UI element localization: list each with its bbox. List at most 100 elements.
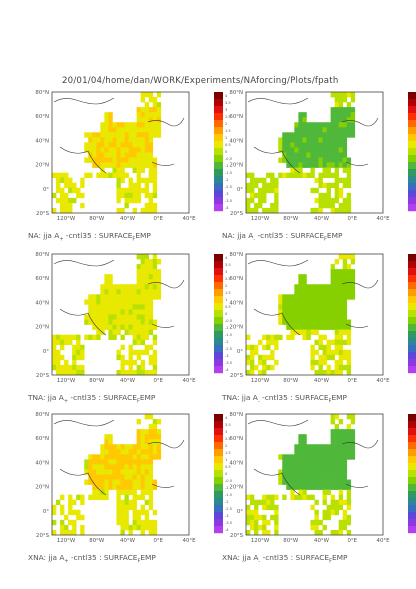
map-frame (245, 253, 384, 376)
colorbar-swatch (214, 526, 223, 534)
colorbar-swatch (408, 289, 416, 297)
anomaly-cell (338, 319, 344, 325)
anomaly-cell (282, 319, 287, 325)
anomaly-cell (128, 449, 133, 455)
anomaly-cell (334, 339, 339, 346)
lat-tick-label: 20°N (229, 163, 243, 169)
anomaly-cell (132, 339, 137, 346)
colorbar-label: -1 (225, 326, 229, 330)
anomaly-cell (56, 499, 61, 506)
anomaly-cell (148, 202, 154, 209)
anomaly-cell (120, 284, 125, 290)
anomaly-cell (310, 519, 315, 526)
anomaly-cell (120, 177, 125, 184)
anomaly-cell (152, 127, 158, 133)
anomaly-cell (80, 354, 85, 361)
anomaly-cell (124, 309, 129, 315)
anomaly-cell (350, 117, 356, 123)
anomaly-cell (338, 147, 344, 153)
caption-component: + (59, 236, 64, 243)
anomaly-cell (60, 529, 65, 536)
anomaly-cell (294, 494, 299, 501)
anomaly-cell (112, 444, 117, 450)
anomaly-cell (84, 464, 89, 470)
anomaly-cell (148, 449, 154, 455)
anomaly-cell (258, 514, 263, 521)
anomaly-cell (56, 359, 61, 366)
colorbar-swatch (408, 106, 416, 114)
anomaly-cell (152, 354, 158, 361)
anomaly-cell (156, 419, 162, 425)
anomaly-cell (120, 364, 125, 371)
anomaly-cell (306, 469, 311, 475)
anomaly-cell (72, 529, 77, 536)
colorbar-swatch (214, 141, 223, 149)
anomaly-cell (60, 504, 65, 511)
anomaly-cell (298, 474, 303, 480)
anomaly-cell (338, 192, 344, 199)
anomaly-cell (156, 102, 162, 108)
anomaly-cell (104, 172, 109, 179)
anomaly-cell (144, 279, 150, 285)
anomaly-cell (338, 279, 344, 285)
anomaly-cell (104, 304, 109, 310)
anomaly-cell (100, 299, 105, 305)
anomaly-cell (52, 504, 57, 511)
anomaly-cell (56, 369, 61, 376)
anomaly-cell (92, 142, 97, 148)
anomaly-cell (302, 469, 307, 475)
anomaly-cell (334, 102, 339, 108)
anomaly-cell (270, 334, 275, 341)
anomaly-cells (246, 92, 356, 214)
anomaly-cell (318, 162, 323, 168)
anomaly-cell (132, 309, 137, 315)
panel-caption: XNA: jja A+ -cntl35 : SURFACEFEMP (28, 553, 156, 564)
anomaly-cell (140, 289, 145, 295)
anomaly-cell (306, 172, 311, 179)
anomaly-cell (92, 162, 97, 168)
anomaly-cell (322, 167, 327, 173)
anomaly-cell (152, 254, 158, 260)
anomaly-cell (322, 474, 327, 480)
anomaly-cell (120, 479, 125, 485)
anomaly-cell (314, 132, 319, 138)
anomaly-cell (282, 469, 287, 475)
anomaly-cell (318, 122, 323, 128)
anomaly-cell (310, 454, 315, 460)
anomaly-cell (350, 269, 356, 275)
colorbar-swatch (408, 456, 416, 464)
anomaly-cell (338, 117, 344, 123)
anomaly-cell (136, 147, 141, 153)
anomaly-cell (298, 294, 303, 300)
anomaly-cell (104, 489, 109, 495)
anomaly-cell (314, 314, 319, 320)
anomaly-cell (290, 147, 295, 153)
anomaly-cell (136, 274, 141, 280)
anomaly-cell (128, 127, 133, 133)
anomaly-cell (262, 514, 267, 521)
anomaly-cell (330, 414, 335, 420)
anomaly-cell (278, 147, 283, 153)
anomaly-cell (144, 499, 150, 506)
anomaly-cell (144, 304, 150, 310)
anomaly-cell (88, 152, 93, 158)
colorbar-swatch (214, 120, 223, 128)
anomaly-cell (338, 127, 344, 133)
anomaly-cell (132, 449, 137, 455)
colorbar-label: 4 (225, 94, 228, 98)
anomaly-cell (302, 464, 307, 470)
anomaly-cell (120, 464, 125, 470)
anomaly-cell (104, 137, 109, 143)
anomaly-cell (148, 324, 154, 330)
anomaly-cell (156, 107, 162, 113)
anomaly-cell (112, 122, 117, 128)
anomaly-cell (298, 434, 303, 440)
anomaly-cell (152, 284, 158, 290)
anomaly-cell (112, 324, 117, 330)
anomaly-cell (152, 157, 158, 163)
anomaly-cell (310, 289, 315, 295)
anomaly-cell (298, 444, 303, 450)
anomaly-cell (338, 107, 344, 113)
anomaly-cell (350, 127, 356, 133)
anomaly-cell (342, 299, 348, 305)
